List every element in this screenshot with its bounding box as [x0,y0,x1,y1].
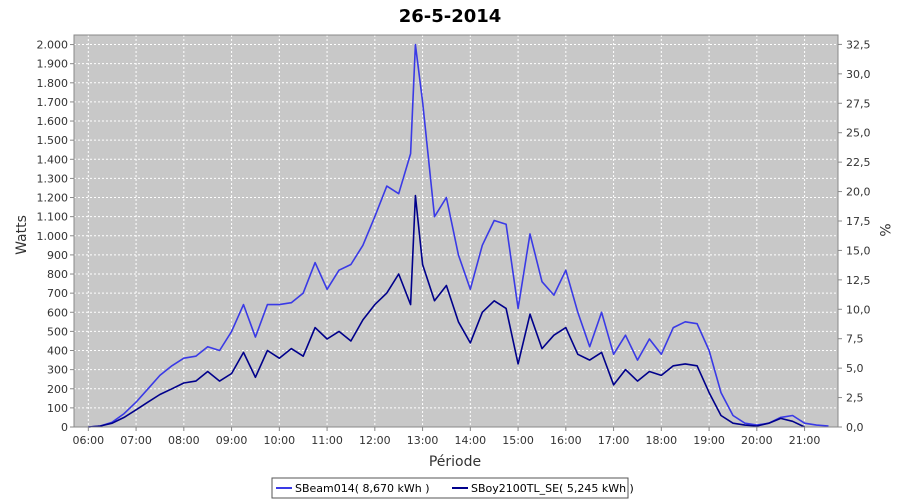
y-tick-label: 1.600 [37,115,69,128]
x-tick-label: 17:00 [598,434,630,447]
x-tick-label: 19:00 [693,434,725,447]
x-tick-label: 14:00 [454,434,486,447]
plot-area [74,35,838,427]
y-tick-label: 600 [47,306,68,319]
x-tick-label: 10:00 [263,434,295,447]
series-line-0 [88,43,829,428]
y-tick-label: 900 [47,249,68,262]
y-tick-label: 1.700 [37,96,69,109]
y2-tick-label: 5,0 [846,362,864,375]
legend-box [271,477,629,499]
grid [74,35,838,428]
y2-tick-label: 30,0 [846,68,871,81]
y2-tick-label: 7,5 [846,333,864,346]
y2-tick-label: 22,5 [846,156,871,169]
y-tick-label: 1.200 [37,192,69,205]
y2-tick-label: 32,5 [846,38,871,51]
y-tick-label: 300 [47,364,68,377]
y2-tick-label: 27,5 [846,97,871,110]
legend: SBeam014( 8,670 kWh ) SBoy2100TL_SE( 5,24… [271,477,634,499]
y-tick-label: 400 [47,345,68,358]
y-tick-label: 2.000 [37,39,69,52]
y-axis-left: 0 100 200 300 400 500 600 700 800 900 1.000 1.100 1.… [37,39,74,434]
x-tick-label: 13:00 [407,434,439,447]
legend-label-1: SBoy2100TL_SE( 5,245 kWh ) [471,482,634,495]
y-tick-label: 0 [61,421,68,434]
y2-tick-label: 17,5 [846,215,871,228]
x-tick-label: 11:00 [311,434,343,447]
x-tick-label: 12:00 [359,434,391,447]
y2-tick-label: 0,0 [846,421,864,434]
y-axis-right-label: % [876,223,892,236]
y2-tick-label: 12,5 [846,274,871,287]
chart-title: 26-5-2014 [399,6,502,27]
y-tick-label: 700 [47,287,68,300]
y-tick-label: 1.900 [37,58,69,71]
y-tick-label: 1.100 [37,211,69,224]
y-tick-label: 1.400 [37,153,69,166]
x-tick-label: 16:00 [550,434,582,447]
y2-tick-label: 15,0 [846,244,871,257]
y-tick-label: 1.800 [37,77,69,90]
legend-label-0: SBeam014( 8,670 kWh ) [295,482,430,495]
y2-tick-label: 10,0 [846,303,871,316]
y-tick-label: 500 [47,325,68,338]
series-line-1 [88,194,805,428]
y-tick-label: 1.500 [37,134,69,147]
y-axis-right: 0,0 2,5 5,0 7,5 10,0 12,5 15,0 17,5 20,0 22,5 25,0… [838,38,871,434]
x-tick-label: 08:00 [168,434,200,447]
series-group [88,43,829,428]
x-tick-label: 18:00 [645,434,677,447]
x-axis-label: Période [429,454,481,470]
y2-tick-label: 20,0 [846,186,871,199]
y-tick-label: 100 [47,402,68,415]
x-tick-label: 06:00 [72,434,104,447]
x-axis: 06:00 07:00 08:00 09:00 10:00 11:00 12:00 13:00… [72,427,820,447]
y-tick-label: 1.000 [37,230,69,243]
y-axis-label: Watts [14,215,30,255]
y2-tick-label: 25,0 [846,127,871,140]
y-tick-label: 1.300 [37,172,69,185]
y-tick-label: 200 [47,383,68,396]
y-tick-label: 800 [47,268,68,281]
x-tick-label: 15:00 [502,434,534,447]
y2-tick-label: 2,5 [846,392,864,405]
x-tick-label: 07:00 [120,434,152,447]
plot-frame [73,34,839,428]
x-tick-label: 21:00 [789,434,821,447]
x-tick-label: 09:00 [216,434,248,447]
x-tick-label: 20:00 [741,434,773,447]
